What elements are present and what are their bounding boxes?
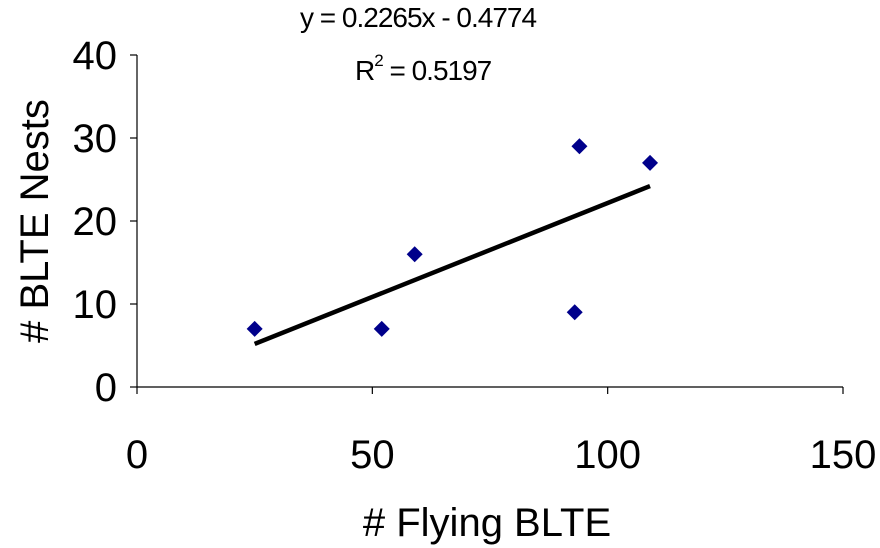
data-point: [642, 154, 659, 171]
x-tick-label: 0: [126, 433, 148, 477]
axes: [136, 55, 843, 388]
x-tick-label: 150: [810, 433, 877, 477]
x-tick-label: 50: [350, 433, 395, 477]
y-tick-label: 30: [73, 117, 118, 161]
trendline-group: [253, 183, 651, 347]
data-point: [566, 304, 583, 321]
x-axis-title: # Flying BLTE: [363, 501, 611, 545]
r-squared-label: R2 = 0.5197: [355, 51, 492, 87]
trendline-equation: y = 0.2265x - 0.4774: [300, 2, 537, 33]
trendline: [253, 183, 651, 347]
data-point: [246, 320, 263, 337]
y-tick-label: 0: [95, 366, 117, 410]
data-point: [571, 138, 588, 155]
r-squared-exponent: 2: [374, 51, 384, 70]
x-tick-label: 100: [574, 433, 641, 477]
y-tick-label: 40: [73, 34, 118, 78]
r-symbol: R: [355, 55, 375, 86]
data-point: [373, 320, 390, 337]
data-point: [406, 246, 423, 263]
data-points: [246, 138, 659, 337]
ticks: 0 10 20 30 40 0 50 100 150: [73, 34, 877, 477]
y-axis-title: # BLTE Nests: [13, 99, 57, 343]
y-tick-label: 20: [73, 200, 118, 244]
r-squared-value: = 0.5197: [382, 55, 492, 86]
y-tick-label: 10: [73, 283, 118, 327]
